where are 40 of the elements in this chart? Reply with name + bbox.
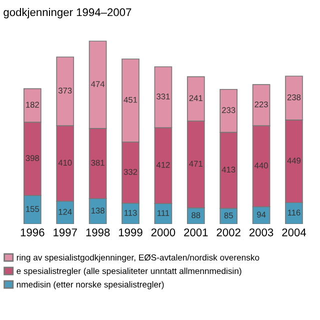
data-label: 85 bbox=[224, 212, 233, 218]
data-label: 381 bbox=[91, 160, 104, 166]
data-label: 238 bbox=[287, 94, 301, 100]
x-tick-label: 2004 bbox=[282, 228, 306, 236]
data-label: 113 bbox=[124, 210, 137, 216]
x-tick-label: 1998 bbox=[86, 228, 110, 236]
x-tick-label: 2002 bbox=[216, 228, 240, 236]
data-label: 182 bbox=[26, 102, 39, 108]
data-label: 331 bbox=[156, 94, 170, 100]
data-label: 398 bbox=[26, 155, 40, 162]
x-tick-label: 2001 bbox=[184, 228, 208, 236]
data-label: 412 bbox=[156, 162, 170, 168]
data-label: 94 bbox=[257, 212, 266, 218]
x-tick-label: 1997 bbox=[54, 228, 77, 236]
data-label: 116 bbox=[288, 210, 300, 216]
legend-label: ring av spesialistgodkjenninger, EØS-avtalen/nordisk overensko bbox=[16, 254, 260, 262]
x-tick-label: 2003 bbox=[249, 228, 274, 236]
data-label: 451 bbox=[124, 96, 138, 103]
data-label: 474 bbox=[91, 81, 105, 87]
data-label: 373 bbox=[58, 88, 72, 94]
x-tick-label: 1999 bbox=[118, 228, 142, 236]
data-label: 449 bbox=[287, 158, 301, 164]
data-label: 138 bbox=[91, 208, 104, 214]
chart-title: godkjenninger 1994–2007 bbox=[4, 8, 132, 18]
data-label: 410 bbox=[58, 160, 72, 166]
data-label: 223 bbox=[254, 101, 268, 108]
data-label: 440 bbox=[254, 162, 268, 168]
data-label: 332 bbox=[124, 168, 138, 175]
x-tick-label: 1996 bbox=[20, 228, 44, 236]
legend-label: e spesialistregler (alle spesialiteter unntatt allmennmedisin) bbox=[16, 268, 242, 276]
data-label: 111 bbox=[158, 210, 170, 216]
data-label: 413 bbox=[222, 166, 236, 173]
data-label: 88 bbox=[192, 212, 200, 218]
x-tick-label: 2000 bbox=[151, 228, 176, 236]
data-label: 155 bbox=[26, 206, 40, 212]
data-label: 124 bbox=[58, 208, 72, 215]
data-label: 233 bbox=[222, 107, 236, 114]
data-label: 241 bbox=[189, 95, 202, 102]
data-label: 471 bbox=[189, 160, 202, 167]
legend-label: nmedisin (etter norske spesialistregler) bbox=[16, 281, 164, 290]
